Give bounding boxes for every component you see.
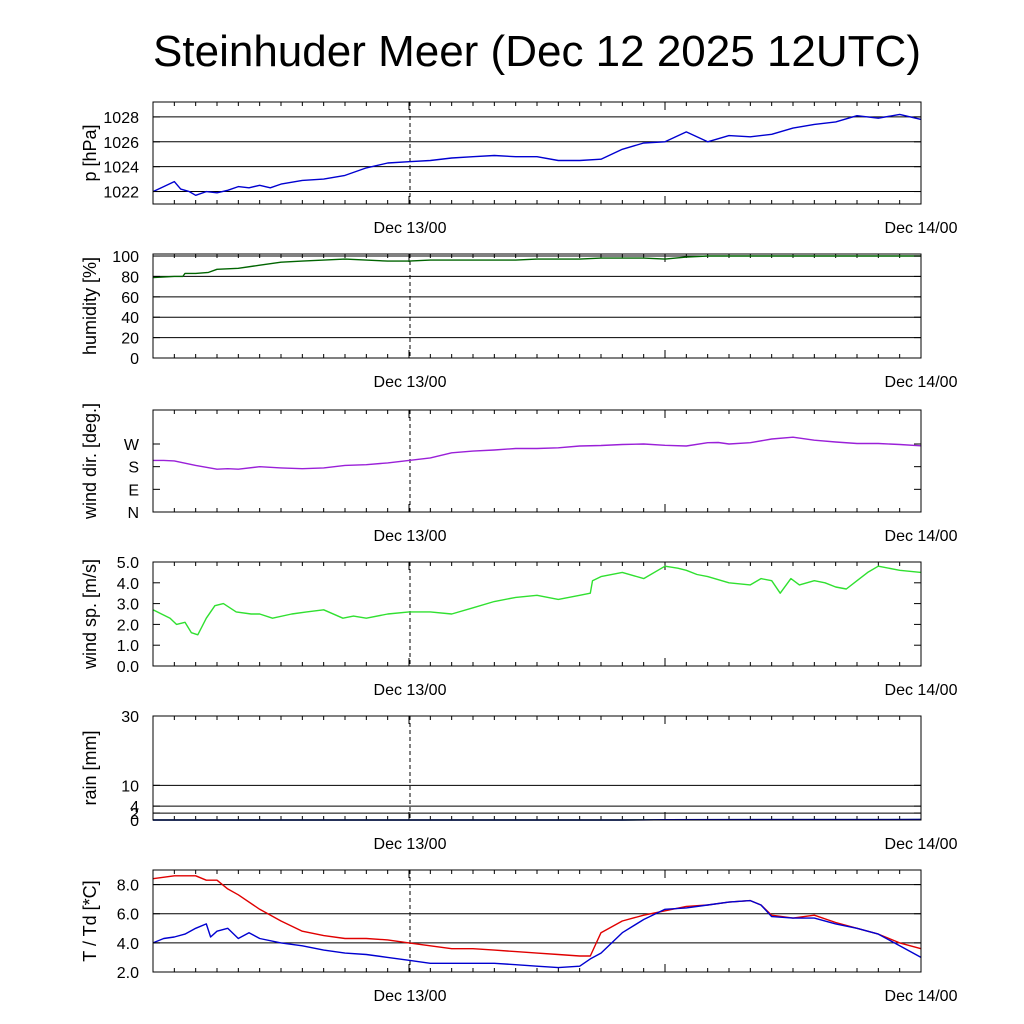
y-tick-label: 1024 — [103, 160, 139, 177]
y-tick-label: 80 — [121, 269, 139, 286]
y-tick-label: 30 — [121, 709, 139, 726]
y-tick-label: 60 — [121, 290, 139, 307]
panel-5: 024 10 30 rain [mm] Dec 13/00 Dec 14/00 — [80, 709, 958, 853]
y-tick-label: 3.0 — [117, 597, 139, 614]
plot-frame — [152, 101, 922, 205]
series-line-pressure — [152, 113, 922, 197]
series-line-humidity — [152, 255, 921, 279]
plot-frame — [152, 253, 922, 359]
x-tick-label: Dec 14/00 — [885, 988, 958, 1005]
panel-2: 0 20 40 60 80 100 humidity [%] Dec 13/00 Dec 14/… — [80, 249, 958, 391]
y-tick-label: 100 — [112, 249, 139, 266]
x-tick-label: Dec 14/00 — [885, 374, 958, 391]
y-tick-label: 20 — [121, 331, 139, 348]
y-tick-label: 4.0 — [117, 936, 139, 953]
y-tick-label: 8.0 — [117, 878, 139, 895]
y-tick-label: 0 — [130, 351, 139, 368]
y-tick-label: 2.0 — [117, 617, 139, 634]
series-line-wind-speed — [152, 565, 922, 636]
x-tick-label: Dec 13/00 — [374, 836, 447, 853]
y-tick-label: 6.0 — [117, 907, 139, 924]
x-tick-label: Dec 14/00 — [885, 836, 958, 853]
y-axis-label: p [hPa] — [80, 124, 100, 181]
y-tick-label: 2 — [130, 806, 139, 823]
y-tick-label: 10 — [121, 778, 139, 795]
plot-frame — [152, 409, 922, 513]
y-tick-label: 1028 — [103, 110, 139, 127]
x-tick-label: Dec 13/00 — [374, 528, 447, 545]
y-tick-label: 4 — [130, 799, 139, 816]
y-axis-label: wind dir. [deg.] — [80, 403, 100, 520]
y-axis-label: rain [mm] — [80, 730, 100, 805]
y-tick-label: N — [127, 505, 139, 522]
panel-6: 2.0 4.0 6.0 8.0 T / Td [*C] Dec 13/00 Dec 14/0… — [80, 869, 958, 1005]
y-tick-label: 0 — [130, 813, 139, 830]
y-tick-label: W — [124, 437, 140, 454]
plot-frame — [152, 561, 922, 667]
x-tick-label: Dec 13/00 — [374, 220, 447, 237]
x-tick-label: Dec 14/00 — [885, 220, 958, 237]
y-axis-label: T / Td [*C] — [80, 880, 100, 961]
series-line-t — [152, 875, 922, 957]
series-line-td — [152, 899, 922, 969]
x-tick-label: Dec 13/00 — [374, 988, 447, 1005]
x-tick-label: Dec 13/00 — [374, 374, 447, 391]
panel-4: 0.0 1.0 2.0 3.0 4.0 5.0 wind sp. [m/s] Dec 13/0… — [80, 555, 958, 699]
y-tick-label: S — [128, 460, 139, 477]
plot-frame — [152, 715, 922, 821]
y-tick-label: 4.0 — [117, 576, 139, 593]
y-tick-label: 2.0 — [117, 965, 139, 982]
y-tick-label: 1026 — [103, 135, 139, 152]
y-axis-label: humidity [%] — [80, 257, 100, 355]
y-tick-label: 0.0 — [117, 659, 139, 676]
y-axis-label: wind sp. [m/s] — [80, 559, 100, 670]
y-tick-label: 40 — [121, 310, 139, 327]
series-line-wind-direction — [153, 436, 922, 470]
x-tick-label: Dec 14/00 — [885, 528, 958, 545]
y-tick-label: E — [128, 482, 139, 499]
plot-frame — [152, 869, 922, 973]
x-tick-label: Dec 13/00 — [374, 682, 447, 699]
y-tick-label: 1.0 — [117, 638, 139, 655]
chart-title: Steinhuder Meer (Dec 12 2025 12UTC) — [153, 27, 921, 76]
y-tick-label: 1022 — [103, 185, 139, 202]
x-tick-label: Dec 14/00 — [885, 682, 958, 699]
y-tick-label: 5.0 — [117, 555, 139, 572]
